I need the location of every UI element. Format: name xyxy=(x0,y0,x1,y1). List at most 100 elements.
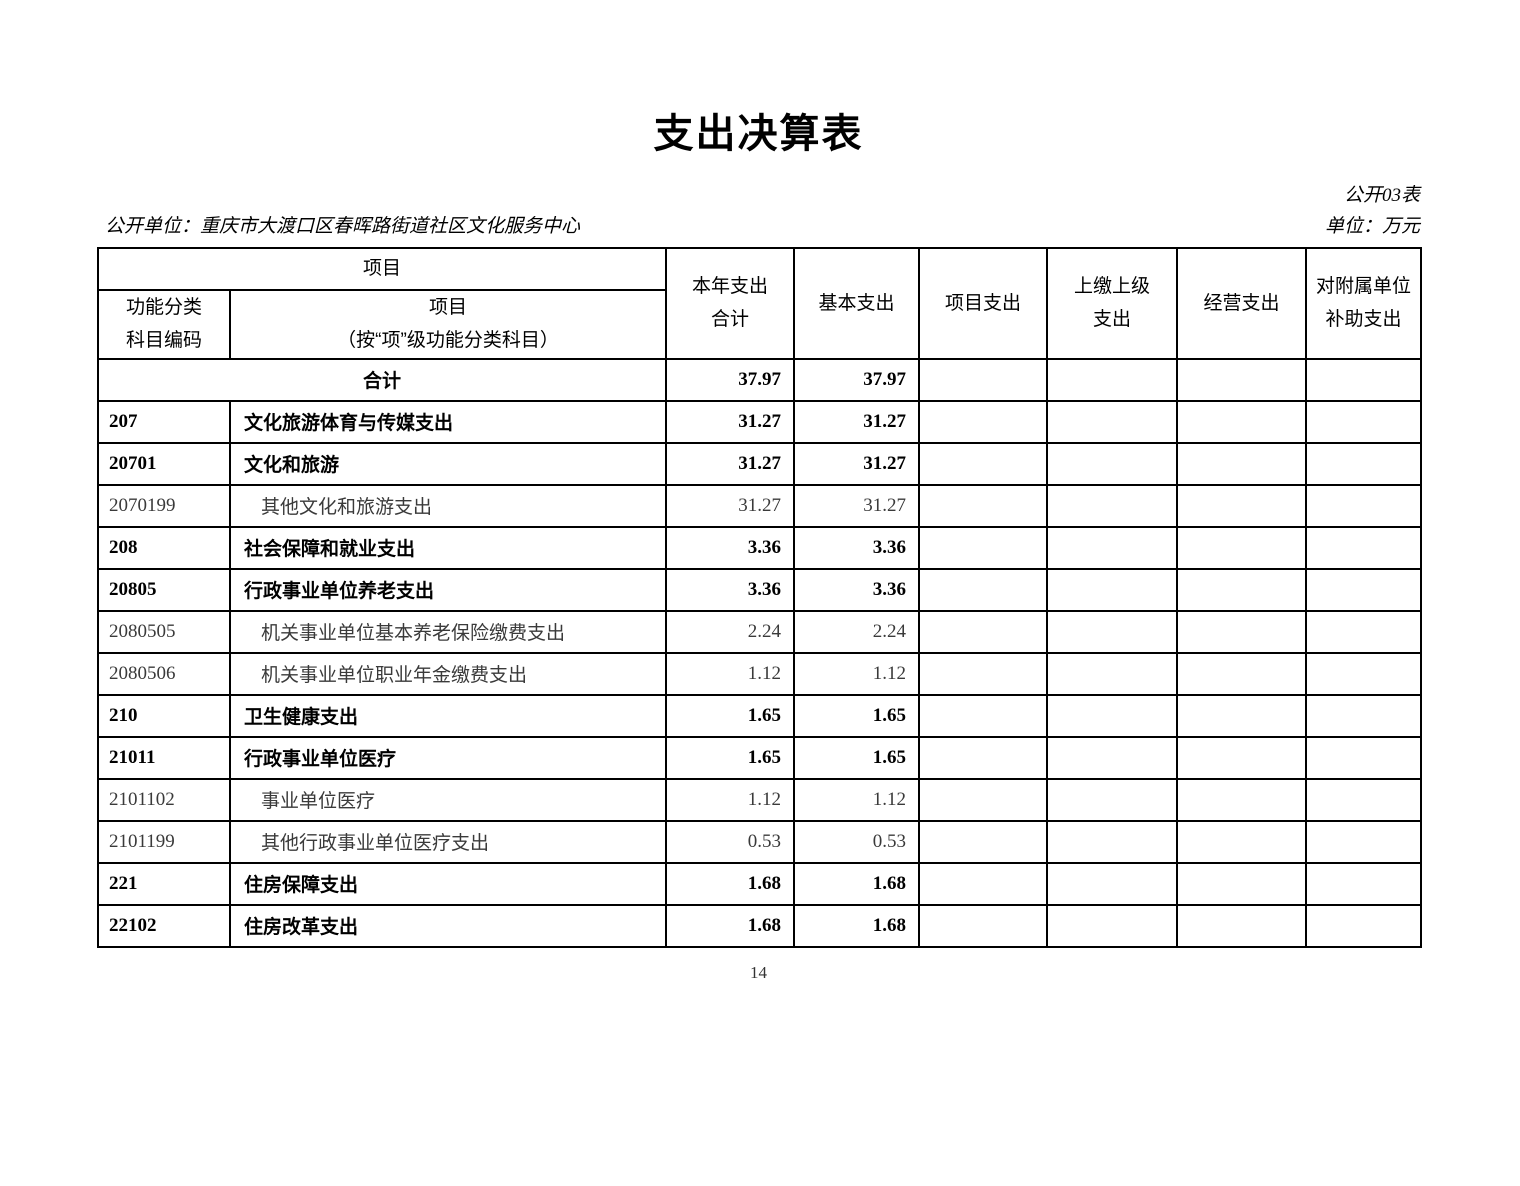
header-code-label: 功能分类 科目编码 xyxy=(97,289,231,360)
row-value-cell: 2.24 xyxy=(665,609,796,654)
row-value-cell xyxy=(1176,651,1308,696)
row-value-cell: 31.27 xyxy=(793,483,921,528)
row-value-cell xyxy=(1305,483,1423,528)
row-code-cell: 20805 xyxy=(97,567,231,612)
row-value-cell xyxy=(1176,693,1308,738)
row-value-cell xyxy=(1305,861,1423,906)
row-value-cell xyxy=(1046,819,1179,864)
expenditure-table: 项目 本年支出 合计 基本支出 项目支出 上缴上级 支出 经营支出 对附属单位 … xyxy=(96,247,1423,948)
row-value-cell xyxy=(1176,861,1308,906)
row-value-cell: 2.24 xyxy=(793,609,921,654)
row-value-cell: 1.65 xyxy=(665,693,796,738)
row-value-cell xyxy=(1046,735,1179,780)
row-value-cell xyxy=(1176,525,1308,570)
row-value-cell xyxy=(918,693,1049,738)
row-name-cell: 社会保障和就业支出 xyxy=(228,525,668,570)
row-code-cell: 22102 xyxy=(97,903,231,948)
row-value-cell xyxy=(1046,693,1179,738)
row-name-cell: 机关事业单位职业年金缴费支出 xyxy=(228,651,668,696)
row-value-cell: 3.36 xyxy=(665,567,796,612)
row-value-cell xyxy=(1046,441,1179,486)
org-label: 公开单位：重庆市大渡口区春晖路街道社区文化服务中心 xyxy=(105,216,581,237)
row-value-cell xyxy=(918,777,1049,822)
row-value-cell xyxy=(918,819,1049,864)
row-value-cell xyxy=(1176,777,1308,822)
table-row: 207 文化旅游体育与传媒支出 31.27 31.27 xyxy=(97,399,1423,444)
document-page: 支出决算表 公开03表 公开单位：重庆市大渡口区春晖路街道社区文化服务中心 单位… xyxy=(96,112,1423,983)
row-value-cell: 31.27 xyxy=(665,441,796,486)
row-name-cell: 住房改革支出 xyxy=(228,903,668,948)
row-value-cell xyxy=(1046,861,1179,906)
row-value-cell: 1.65 xyxy=(793,693,921,738)
row-code-cell: 21011 xyxy=(97,735,231,780)
row-value-cell xyxy=(1176,609,1308,654)
row-value-cell xyxy=(1046,777,1179,822)
row-value-cell: 1.68 xyxy=(793,903,921,948)
table-row: 210 卫生健康支出 1.65 1.65 xyxy=(97,693,1423,738)
page-title: 支出决算表 xyxy=(653,112,864,156)
row-value-cell xyxy=(1046,399,1179,444)
row-value-cell xyxy=(1305,777,1423,822)
row-value-cell xyxy=(1305,903,1423,948)
column-header-project: 项目支出 xyxy=(918,247,1049,360)
row-value-cell: 0.53 xyxy=(665,819,796,864)
column-header-operating: 经营支出 xyxy=(1176,247,1308,360)
column-header-basic: 基本支出 xyxy=(793,247,921,360)
row-value-cell xyxy=(1176,735,1308,780)
row-code-cell: 2080505 xyxy=(97,609,231,654)
row-name-cell: 行政事业单位养老支出 xyxy=(228,567,668,612)
row-value-cell xyxy=(1305,735,1423,780)
meta-row: 公开单位：重庆市大渡口区春晖路街道社区文化服务中心 单位：万元 xyxy=(97,211,1420,238)
row-name-cell: 其他行政事业单位医疗支出 xyxy=(228,819,668,864)
row-value-cell: 31.27 xyxy=(665,399,796,444)
row-value-cell: 37.97 xyxy=(665,357,796,402)
row-code-cell: 207 xyxy=(97,399,231,444)
row-value-cell: 1.12 xyxy=(793,651,921,696)
row-value-cell: 1.65 xyxy=(665,735,796,780)
row-name-cell: 住房保障支出 xyxy=(228,861,668,906)
row-value-cell xyxy=(1176,357,1308,402)
row-value-cell xyxy=(918,609,1049,654)
header-item-group: 项目 xyxy=(96,247,668,291)
row-value-cell xyxy=(918,441,1049,486)
row-value-cell xyxy=(1305,819,1423,864)
row-total-label: 合计 xyxy=(96,357,668,402)
row-value-cell: 3.36 xyxy=(665,525,796,570)
row-name-cell: 行政事业单位医疗 xyxy=(228,735,668,780)
row-value-cell: 31.27 xyxy=(793,399,921,444)
table-row: 2080506 机关事业单位职业年金缴费支出 1.12 1.12 xyxy=(97,651,1423,696)
table-row: 21011 行政事业单位医疗 1.65 1.65 xyxy=(97,735,1423,780)
row-value-cell xyxy=(1046,357,1179,402)
row-value-cell: 1.12 xyxy=(665,651,796,696)
row-code-cell: 2070199 xyxy=(97,483,231,528)
row-value-cell xyxy=(918,651,1049,696)
row-name-cell: 文化旅游体育与传媒支出 xyxy=(228,399,668,444)
table-row: 20701 文化和旅游 31.27 31.27 xyxy=(97,441,1423,486)
row-value-cell xyxy=(1305,441,1423,486)
row-name-cell: 文化和旅游 xyxy=(228,441,668,486)
row-value-cell xyxy=(918,483,1049,528)
unit-label: 单位：万元 xyxy=(1324,216,1420,237)
row-value-cell xyxy=(1046,525,1179,570)
row-value-cell xyxy=(1046,651,1179,696)
row-name-cell: 其他文化和旅游支出 xyxy=(228,483,668,528)
table-row: 2101102 事业单位医疗 1.12 1.12 xyxy=(97,777,1423,822)
row-name-cell: 卫生健康支出 xyxy=(228,693,668,738)
table-code-label: 公开03表 xyxy=(1343,185,1420,206)
column-header-upper-level: 上缴上级 支出 xyxy=(1046,247,1179,360)
row-value-cell: 3.36 xyxy=(793,525,921,570)
row-code-cell: 2101102 xyxy=(97,777,231,822)
row-value-cell: 0.53 xyxy=(793,819,921,864)
column-header-total-this-year: 本年支出 合计 xyxy=(665,247,796,360)
table-row: 22102 住房改革支出 1.68 1.68 xyxy=(97,903,1423,948)
row-value-cell: 1.65 xyxy=(793,735,921,780)
row-value-cell: 31.27 xyxy=(793,441,921,486)
row-value-cell xyxy=(918,525,1049,570)
row-value-cell xyxy=(1305,693,1423,738)
row-value-cell xyxy=(1046,903,1179,948)
table-row: 2070199 其他文化和旅游支出 31.27 31.27 xyxy=(97,483,1423,528)
row-value-cell xyxy=(1305,567,1423,612)
row-value-cell xyxy=(1046,567,1179,612)
table-row: 208 社会保障和就业支出 3.36 3.36 xyxy=(97,525,1423,570)
row-value-cell xyxy=(1305,357,1423,402)
